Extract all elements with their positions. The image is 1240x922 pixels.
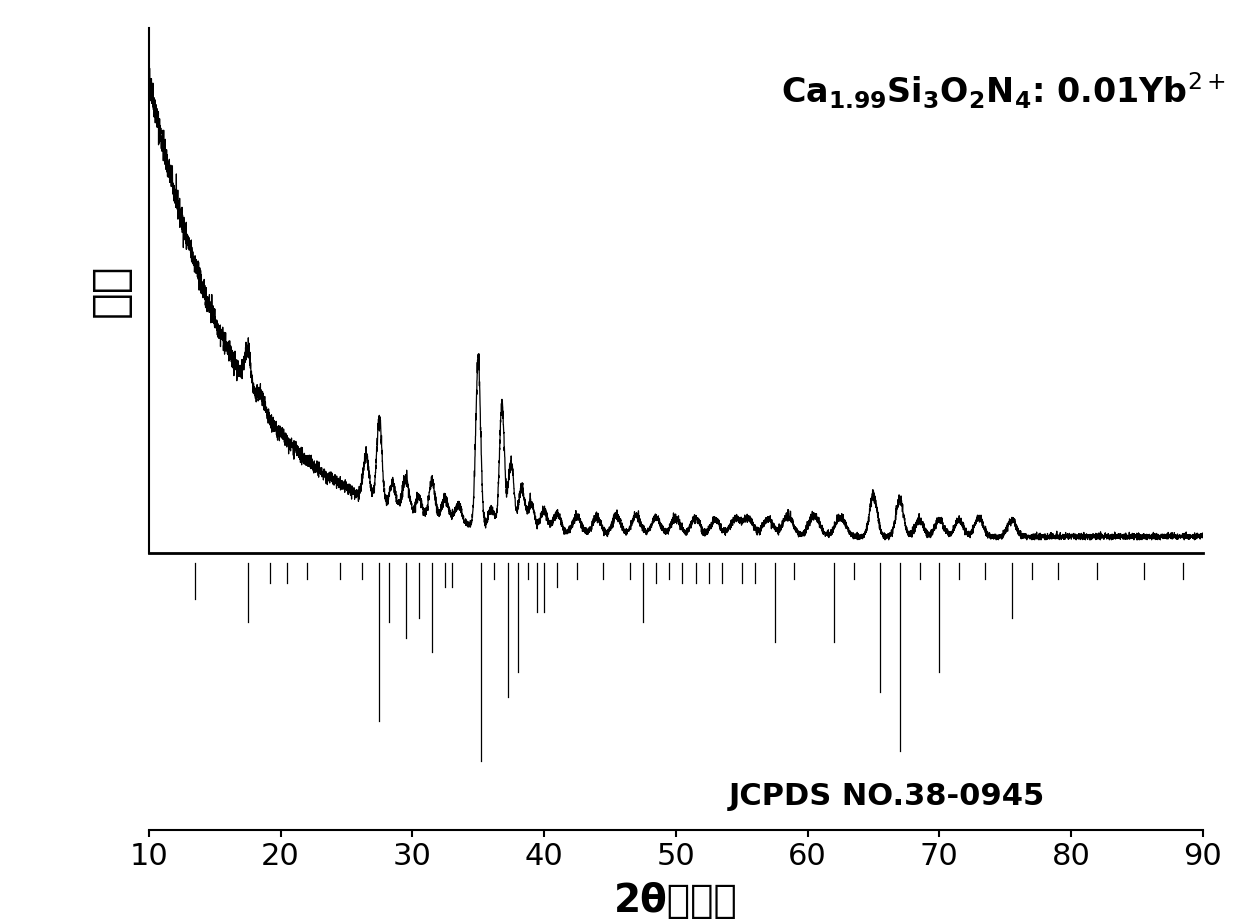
X-axis label: 2θ（度）: 2θ（度） <box>614 881 738 920</box>
Y-axis label: 强度: 强度 <box>89 264 133 317</box>
Text: $\mathbf{Ca_{1.99}Si_3O_2N_4}$: 0.01Yb$^{2+}$: $\mathbf{Ca_{1.99}Si_3O_2N_4}$: 0.01Yb$^… <box>781 70 1226 111</box>
Text: JCPDS NO.38-0945: JCPDS NO.38-0945 <box>729 782 1045 811</box>
